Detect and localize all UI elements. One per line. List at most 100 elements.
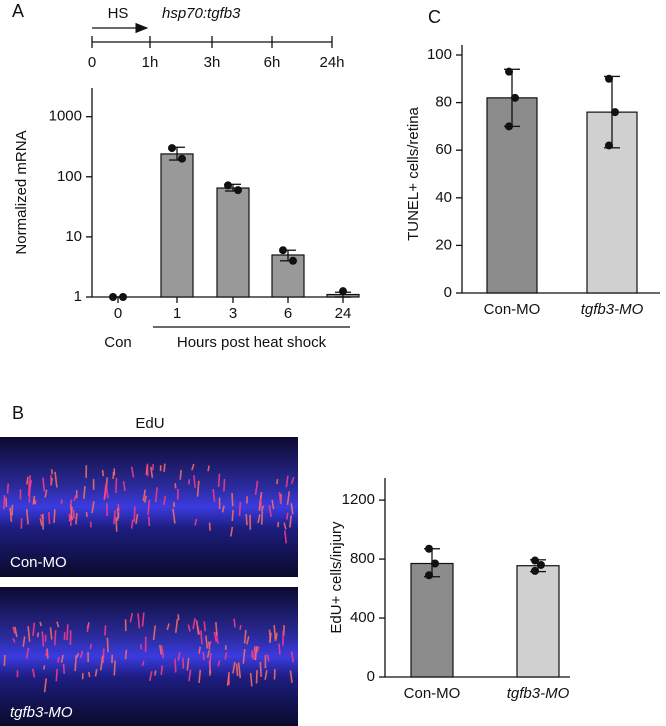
signal-streak (105, 484, 109, 499)
signal-streak (40, 514, 44, 520)
bar (160, 153, 194, 298)
signal-streak (198, 646, 201, 654)
data-point (425, 544, 433, 553)
signal-streak (112, 471, 115, 480)
signal-streak (91, 501, 95, 514)
signal-streak (174, 618, 179, 633)
treatment-label: HS (108, 5, 129, 22)
signal-streak (160, 665, 164, 675)
signal-streak (101, 469, 105, 477)
signal-streak (76, 652, 80, 658)
y-tick-label: 80 (435, 94, 452, 111)
y-tick-label: 800 (350, 550, 375, 567)
data-point (531, 566, 539, 575)
timeline-label: 6h (264, 54, 281, 71)
y-axis-label: Normalized mRNA (13, 130, 30, 254)
signal-streak (179, 469, 182, 480)
signal-streak (188, 479, 191, 485)
data-point (425, 571, 433, 580)
signal-streak (73, 494, 77, 501)
signal-streak (223, 478, 226, 492)
signal-streak (147, 516, 151, 526)
signal-streak (69, 499, 73, 506)
y-axis-label: EdU+ cells/injury (328, 521, 345, 634)
y-tick-label: 1 (74, 288, 82, 305)
signal-streak (226, 672, 230, 686)
signal-streak (275, 632, 278, 640)
data-point (279, 246, 287, 255)
y-tick-label: 100 (57, 168, 82, 185)
data-point (511, 93, 519, 102)
signal-streak (60, 654, 64, 663)
signal-streak (177, 652, 181, 661)
data-point (531, 556, 539, 565)
signal-streak (133, 506, 136, 522)
signal-streak (217, 473, 221, 488)
signal-streak (160, 645, 165, 659)
signal-streak (224, 652, 228, 660)
signal-streak (68, 513, 71, 521)
x-tick-label: 24 (335, 305, 352, 322)
data-point (431, 559, 439, 568)
signal-streak (141, 612, 145, 627)
image-label: tgfb3-MO (10, 704, 73, 721)
signal-streak (44, 489, 48, 498)
x-tick-label: 1 (173, 305, 181, 322)
signal-streak (25, 647, 30, 659)
signal-streak (230, 526, 234, 537)
y-tick-label: 100 (427, 46, 452, 63)
panel-letter: A (12, 1, 24, 21)
signal-streak (53, 630, 57, 646)
signal-streak (245, 513, 248, 526)
signal-streak (106, 637, 109, 653)
signal-streak (12, 626, 16, 634)
x-tick-label: tgfb3-MO (581, 301, 644, 318)
signal-streak (243, 629, 247, 644)
signal-streak (237, 662, 242, 679)
signal-streak (62, 663, 66, 674)
data-point (168, 144, 176, 153)
y-tick-label: 0 (367, 668, 375, 685)
signal-streak (115, 517, 118, 532)
signal-streak (113, 660, 116, 676)
y-tick-label: 60 (435, 141, 452, 158)
signal-streak (69, 504, 74, 520)
signal-streak (41, 631, 45, 647)
signal-streak (6, 483, 10, 494)
data-point (605, 74, 613, 83)
signal-streak (200, 630, 203, 645)
timeline-label: 0 (88, 54, 96, 71)
signal-streak (32, 622, 36, 636)
signal-streak (28, 480, 33, 494)
timeline-label: 3h (204, 54, 221, 71)
signal-streak (129, 612, 134, 623)
signal-streak (137, 613, 141, 629)
signal-streak (130, 466, 135, 478)
construct-label: hsp70:tgfb3 (162, 5, 241, 22)
x-tick-label: 0 (114, 305, 122, 322)
signal-streak (273, 625, 277, 641)
signal-streak (124, 649, 128, 660)
panel-letter: C (428, 7, 441, 27)
signal-streak (57, 657, 60, 663)
bar (216, 187, 250, 298)
signal-streak (202, 651, 205, 661)
y-tick-label: 1000 (49, 108, 82, 125)
signal-streak (56, 621, 60, 628)
signal-streak (31, 668, 36, 678)
signal-streak (193, 475, 196, 488)
x-tick-label: 3 (229, 305, 237, 322)
signal-streak (196, 480, 200, 497)
y-tick-label: 10 (65, 228, 82, 245)
signal-streak (102, 648, 105, 663)
signal-streak (115, 477, 118, 493)
data-point (289, 256, 297, 265)
signal-streak (142, 489, 147, 502)
signal-streak (2, 495, 6, 510)
signal-streak (14, 626, 18, 638)
signal-streak (217, 660, 221, 667)
signal-streak (85, 511, 88, 518)
signal-streak (209, 652, 212, 667)
signal-streak (231, 493, 234, 507)
bar (410, 562, 454, 678)
